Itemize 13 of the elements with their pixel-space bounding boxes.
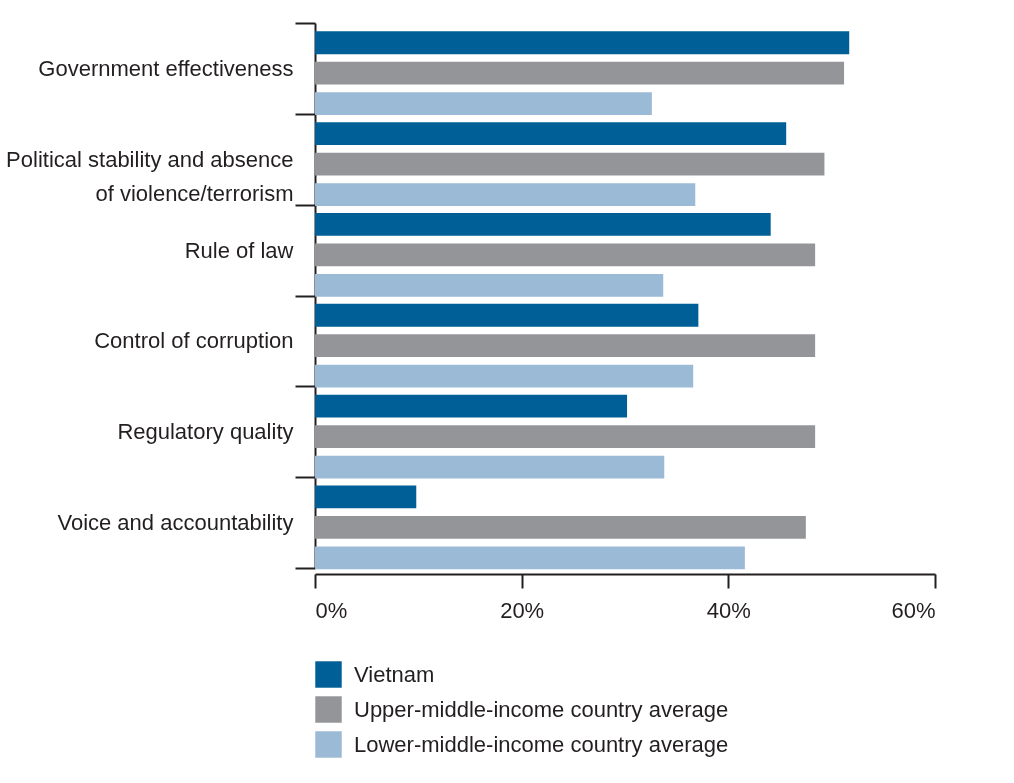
x-tick-label: 40% xyxy=(706,597,751,623)
y-tick-label: Government effectiveness xyxy=(38,55,294,81)
y-tick-label: Voice and accountability xyxy=(57,510,294,536)
y-tick-label: Political stability and absence of violence/terrorism xyxy=(6,146,294,206)
y-tick-label: Rule of law xyxy=(184,237,294,263)
x-tick-label: 0% xyxy=(315,597,348,623)
legend-label: Lower-middle-income country average xyxy=(354,731,729,757)
legend-label: Vietnam xyxy=(354,661,435,687)
x-tick-label: 60% xyxy=(891,597,936,623)
x-tick-label: 20% xyxy=(500,597,545,623)
y-tick-label: Control of corruption xyxy=(94,328,294,354)
legend-label: Upper-middle-income country average xyxy=(354,696,729,722)
y-tick-label: Regulatory quality xyxy=(117,419,294,445)
